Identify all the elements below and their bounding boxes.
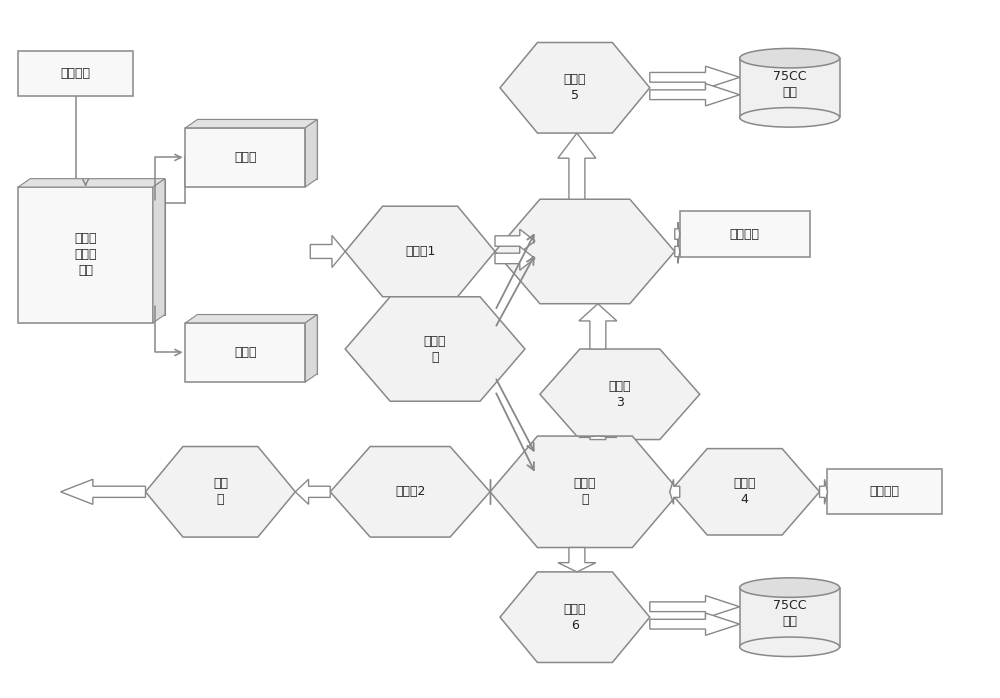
Polygon shape [18, 179, 165, 187]
Polygon shape [650, 84, 740, 106]
Text: 气控阀
4: 气控阀 4 [733, 477, 756, 506]
Polygon shape [650, 613, 740, 635]
Text: 温度传感: 温度传感 [61, 67, 91, 80]
Polygon shape [295, 480, 330, 505]
Text: 气控阀2: 气控阀2 [395, 485, 425, 498]
Polygon shape [305, 315, 317, 382]
Polygon shape [675, 222, 680, 246]
Polygon shape [500, 43, 650, 133]
Polygon shape [495, 199, 675, 304]
FancyBboxPatch shape [827, 469, 942, 514]
Polygon shape [153, 179, 165, 323]
Text: 压力传
感: 压力传 感 [574, 477, 596, 506]
Polygon shape [579, 436, 617, 440]
Text: 气控阀
6: 气控阀 6 [564, 602, 586, 632]
Polygon shape [330, 447, 490, 537]
FancyBboxPatch shape [18, 187, 153, 323]
FancyBboxPatch shape [185, 128, 305, 187]
Text: 计量
阀: 计量 阀 [213, 477, 228, 506]
Text: 气体储
源: 气体储 源 [424, 334, 446, 364]
Polygon shape [345, 297, 525, 401]
Text: 控制和
数据采
集器: 控制和 数据采 集器 [74, 232, 97, 278]
FancyBboxPatch shape [740, 58, 840, 117]
Polygon shape [185, 119, 317, 128]
Polygon shape [558, 547, 596, 572]
Text: 气控阀1: 气控阀1 [405, 245, 435, 258]
Polygon shape [495, 246, 535, 270]
Text: 岩心上游: 岩心上游 [730, 228, 760, 241]
Polygon shape [61, 480, 145, 505]
Ellipse shape [740, 578, 840, 597]
Text: 岩心下游: 岩心下游 [869, 485, 899, 498]
Polygon shape [495, 229, 535, 253]
Polygon shape [820, 480, 828, 505]
Polygon shape [310, 235, 345, 267]
Text: 继电器: 继电器 [234, 151, 257, 164]
Text: 气控阀
3: 气控阀 3 [609, 380, 631, 409]
Polygon shape [197, 315, 317, 373]
Polygon shape [345, 206, 495, 297]
Text: 气控阀
5: 气控阀 5 [564, 73, 586, 103]
FancyBboxPatch shape [185, 323, 305, 382]
Polygon shape [579, 304, 617, 349]
Polygon shape [30, 179, 165, 315]
FancyBboxPatch shape [680, 211, 810, 257]
Polygon shape [185, 315, 317, 323]
Polygon shape [540, 349, 700, 440]
Text: 75CC
容器: 75CC 容器 [773, 70, 806, 99]
Polygon shape [500, 572, 650, 662]
FancyBboxPatch shape [740, 588, 840, 647]
Polygon shape [490, 436, 680, 547]
Text: 电磁阀: 电磁阀 [234, 346, 257, 359]
Polygon shape [675, 239, 680, 263]
FancyBboxPatch shape [18, 51, 133, 96]
Polygon shape [558, 133, 596, 199]
Polygon shape [670, 480, 680, 505]
Polygon shape [670, 449, 820, 535]
Ellipse shape [740, 48, 840, 68]
Polygon shape [650, 595, 740, 618]
Polygon shape [197, 119, 317, 179]
Text: 75CC
容器: 75CC 容器 [773, 599, 806, 628]
Ellipse shape [740, 637, 840, 657]
Polygon shape [145, 447, 295, 537]
Polygon shape [650, 66, 740, 89]
Ellipse shape [740, 107, 840, 127]
Polygon shape [305, 119, 317, 187]
